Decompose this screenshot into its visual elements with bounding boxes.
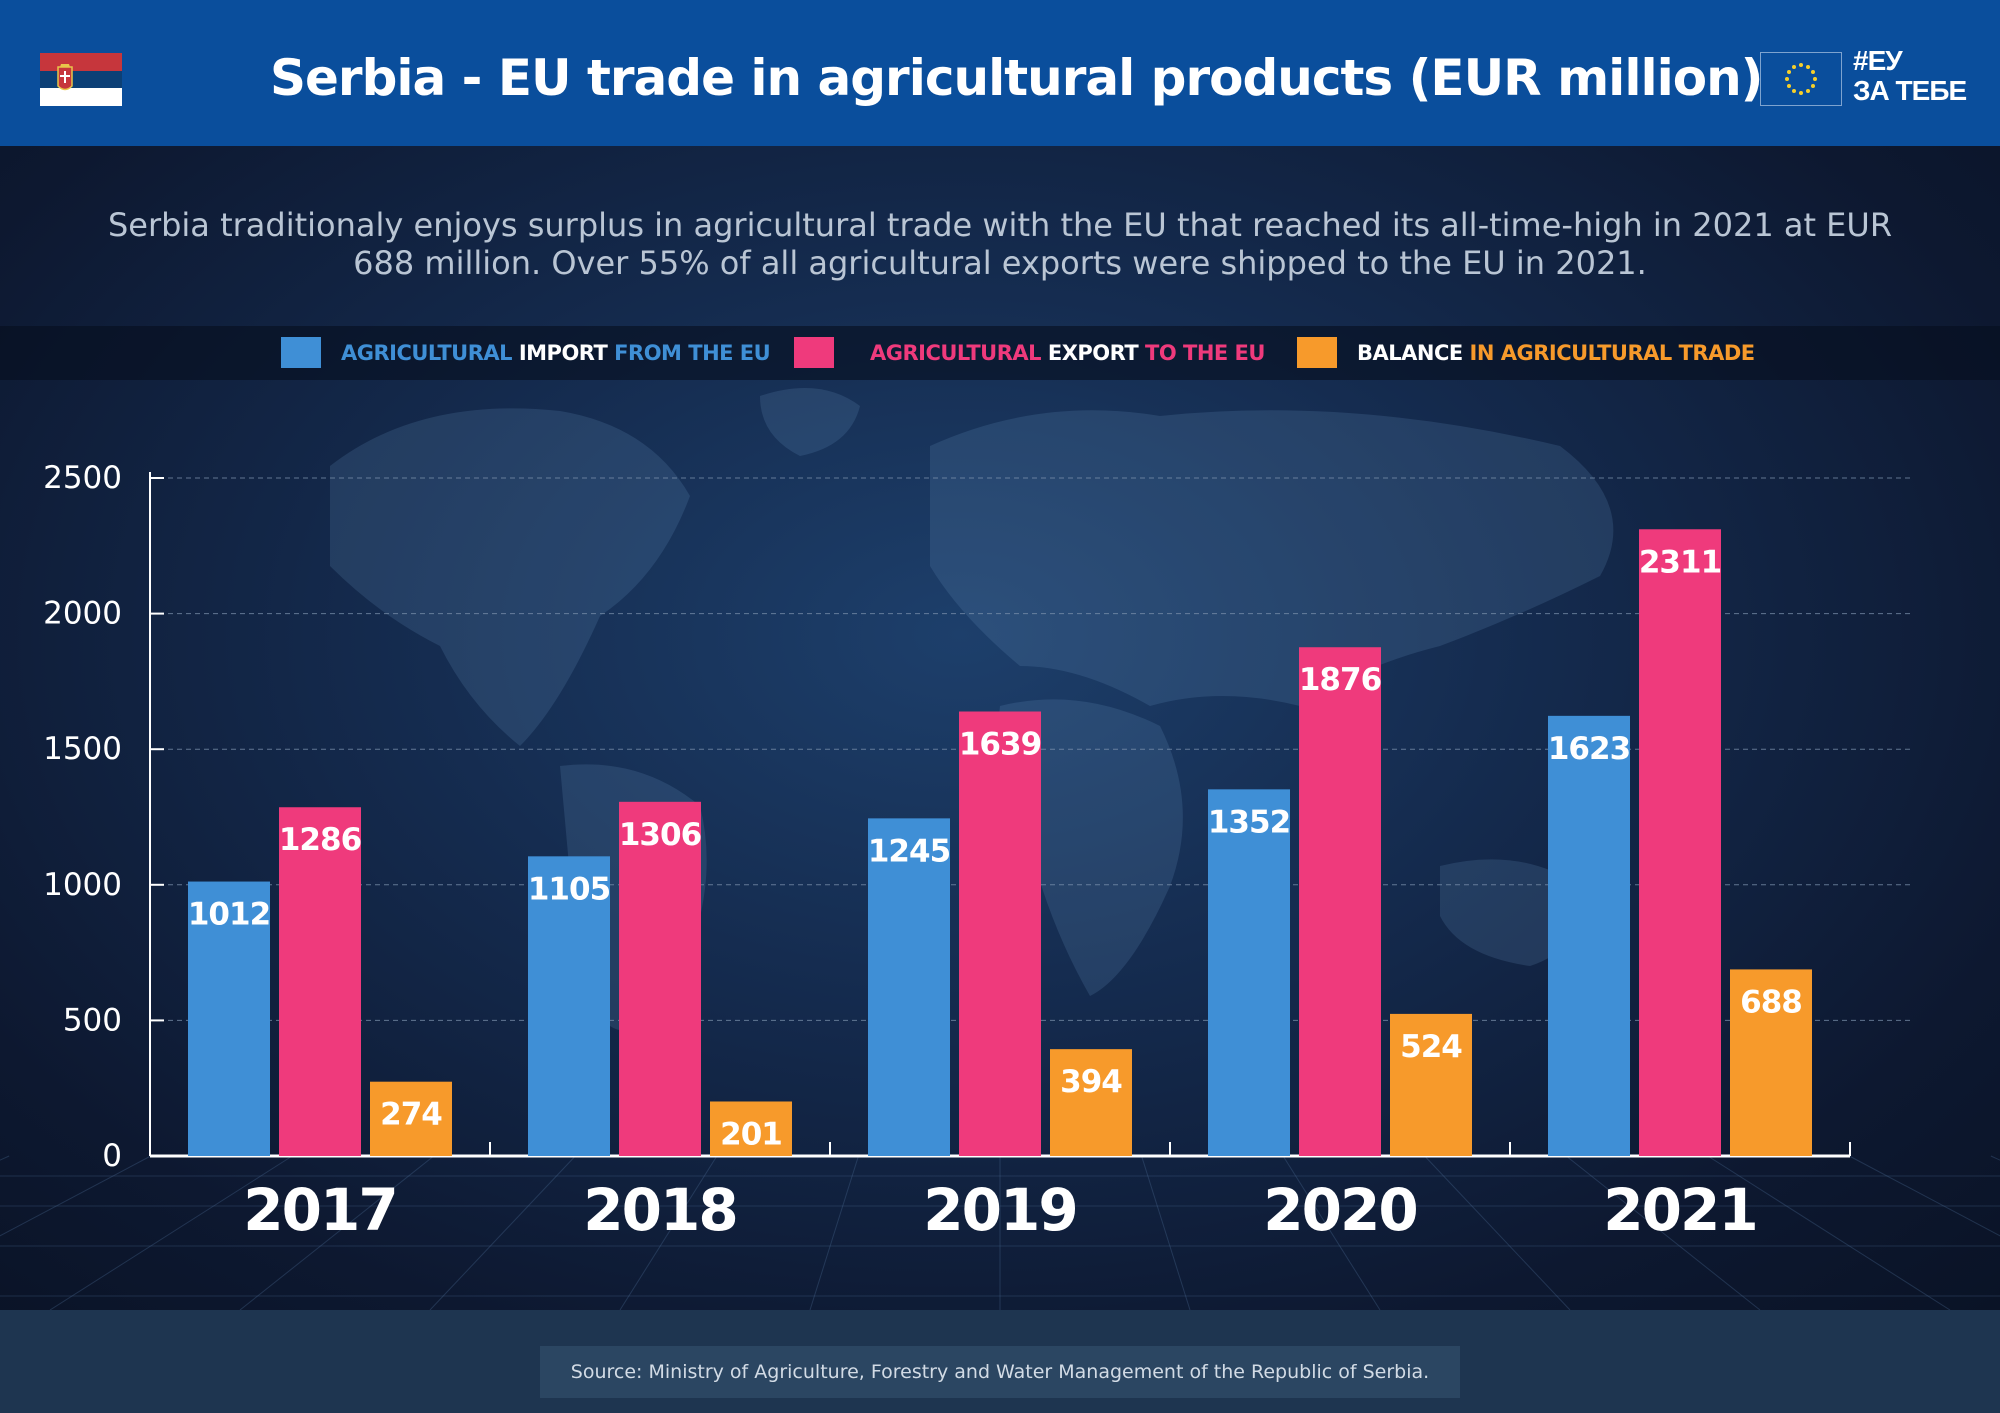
floor-grid-line: [619, 1155, 718, 1310]
bar-value-label: 1012: [188, 897, 270, 933]
header-bar: Serbia - EU trade in agricultural produc…: [0, 0, 2000, 146]
bar-value-label: 1352: [1208, 804, 1290, 840]
source-note: Source: Ministry of Agriculture, Forestr…: [540, 1346, 1460, 1398]
bar-chart: 0500100015002000250010121286274201711051…: [0, 460, 2000, 1310]
legend-text: AGRICULTURAL: [870, 341, 1048, 365]
bar-value-label: 201: [720, 1116, 782, 1152]
legend: AGRICULTURAL IMPORT FROM THE EU AGRICULT…: [0, 326, 2000, 380]
brand-logo: #ЕУ ЗА ТЕБЕ: [1853, 45, 1967, 106]
bar-balance-2017: [370, 1081, 452, 1156]
bar-export-2020: [1299, 647, 1381, 1156]
bar-import-2019: [868, 818, 950, 1156]
legend-text: AGRICULTURAL: [341, 341, 519, 365]
x-category-label: 2019: [923, 1176, 1076, 1244]
y-tick-label: 2500: [43, 460, 122, 496]
bar-export-2021: [1639, 529, 1721, 1156]
floor-grid-line: [0, 1155, 151, 1237]
legend-label-import: AGRICULTURAL IMPORT FROM THE EU: [341, 326, 771, 380]
legend-text: IMPORT: [518, 341, 615, 365]
legend-label-balance: BALANCE IN AGRICULTURAL TRADE: [1357, 326, 1755, 380]
bar-value-label: 524: [1400, 1029, 1462, 1065]
bar-value-label: 1306: [619, 817, 701, 853]
bar-value-label: 1105: [528, 871, 610, 907]
legend-text: IN AGRICULTURAL TRADE: [1469, 341, 1756, 365]
page-title: Serbia - EU trade in agricultural produc…: [270, 49, 1764, 107]
legend-swatch-import: [281, 337, 321, 368]
bar-import-2021: [1548, 715, 1630, 1156]
floor-grid-line: [1141, 1155, 1191, 1310]
bar-balance-2021: [1730, 969, 1812, 1156]
floor-grid-line: [429, 1155, 576, 1310]
legend-text: BALANCE: [1357, 341, 1470, 365]
bar-value-label: 1623: [1548, 731, 1630, 767]
legend-text: TO THE EU: [1145, 341, 1265, 365]
floor-grid-line: [809, 1155, 859, 1310]
bar-balance-2019: [1050, 1049, 1132, 1156]
y-tick-label: 0: [102, 1138, 122, 1174]
bar-value-label: 2311: [1639, 544, 1721, 580]
bar-value-label: 274: [380, 1097, 442, 1133]
y-tick-label: 1500: [43, 731, 122, 767]
bar-balance-2020: [1390, 1013, 1472, 1156]
x-category-label: 2017: [243, 1176, 396, 1244]
bar-value-label: 688: [1740, 984, 1802, 1020]
floor-grid-line: [1424, 1155, 1571, 1310]
legend-text: FROM THE EU: [614, 341, 771, 365]
floor-grid-line: [49, 1155, 293, 1310]
bar-export-2019: [959, 711, 1041, 1156]
brand-line-1: #ЕУ: [1853, 45, 1903, 76]
eu-flag-icon: [1760, 52, 1842, 106]
subtitle: Serbia traditionaly enjoys surplus in ag…: [107, 206, 1893, 282]
y-tick-label: 500: [63, 1002, 122, 1038]
footer: Source: Ministry of Agriculture, Forestr…: [0, 1310, 2000, 1413]
serbia-flag-icon: [40, 53, 122, 106]
bar-import-2020: [1208, 789, 1290, 1156]
legend-text: EXPORT: [1047, 341, 1145, 365]
bar-value-label: 394: [1060, 1064, 1122, 1100]
floor-grid-line: [239, 1155, 435, 1310]
floor-grid-line: [1565, 1155, 1761, 1310]
x-category-label: 2018: [583, 1176, 736, 1244]
x-category-label: 2020: [1263, 1176, 1416, 1244]
main-panel: Serbia traditionaly enjoys surplus in ag…: [0, 146, 2000, 1310]
y-tick-label: 1000: [43, 867, 122, 903]
bar-export-2017: [279, 807, 361, 1156]
brand-line-2: ЗА ТЕБЕ: [1853, 75, 1967, 106]
bar-value-label: 1639: [959, 727, 1041, 763]
bar-value-label: 1286: [279, 822, 361, 858]
bar-import-2017: [188, 881, 270, 1156]
floor-grid-line: [1282, 1155, 1381, 1310]
legend-label-export: AGRICULTURAL EXPORT TO THE EU: [870, 326, 1265, 380]
bar-export-2018: [619, 801, 701, 1156]
bar-value-label: 1876: [1299, 662, 1381, 698]
y-tick-label: 2000: [43, 596, 122, 632]
floor-grid-line: [1849, 1155, 2000, 1237]
legend-swatch-export: [794, 337, 834, 368]
x-category-label: 2021: [1603, 1176, 1756, 1244]
bar-balance-2018: [710, 1101, 792, 1156]
bar-value-label: 1245: [868, 833, 950, 869]
floor-grid-line: [1707, 1155, 1951, 1310]
bar-import-2018: [528, 856, 610, 1156]
legend-swatch-balance: [1297, 337, 1337, 368]
